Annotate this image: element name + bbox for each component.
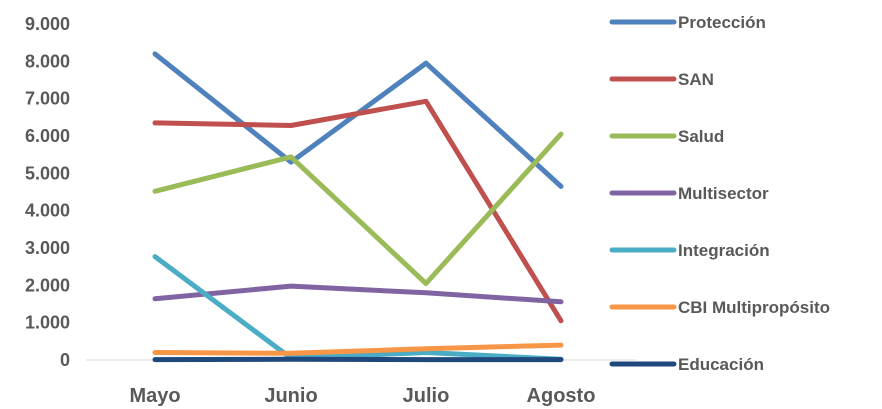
y-tick-label: 6.000 [25, 126, 70, 146]
x-category-label: Junio [264, 385, 317, 407]
legend-label: Protección [678, 13, 766, 32]
y-tick-label: 1.000 [25, 313, 70, 333]
legend-label: Multisector [678, 184, 769, 203]
series-line-5 [152, 342, 564, 356]
legend-label: Salud [678, 127, 724, 146]
y-tick-label: 3.000 [25, 238, 70, 258]
series-lines [152, 51, 564, 363]
y-tick-label: 8.000 [25, 51, 70, 71]
legend-label: Integración [678, 241, 770, 260]
y-axis: 0 1.000 2.000 3.000 4.000 5.000 6.000 7.000 8.00… [25, 14, 70, 370]
y-tick-label: 2.000 [25, 275, 70, 295]
y-tick-label: 4.000 [25, 201, 70, 221]
legend-label: SAN [678, 70, 714, 89]
series-line-2 [152, 131, 564, 286]
series-line-3 [152, 283, 564, 305]
series-line-0 [152, 51, 564, 189]
y-tick-label: 9.000 [25, 14, 70, 34]
legend: Protección SAN Salud Multisector Integración… [609, 13, 830, 374]
legend-label: Educación [678, 355, 764, 374]
x-axis: Mayo Junio Julio Agosto [86, 359, 636, 407]
y-tick-label: 0 [60, 350, 70, 370]
x-category-label: Julio [403, 385, 450, 407]
x-category-label: Mayo [129, 385, 180, 407]
y-tick-label: 5.000 [25, 163, 70, 183]
x-category-label: Agosto [527, 385, 596, 407]
legend-label: CBI Multipropósito [678, 298, 830, 317]
series-line-4 [152, 254, 564, 362]
y-tick-label: 7.000 [25, 89, 70, 109]
